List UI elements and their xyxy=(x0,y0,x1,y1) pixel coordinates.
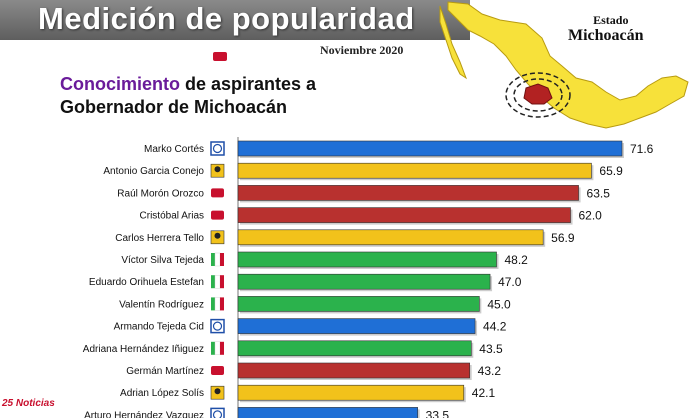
prd-logo-sun xyxy=(214,388,221,395)
prd-logo-sun xyxy=(214,232,221,239)
data-label: 62.0 xyxy=(579,209,603,223)
bar xyxy=(237,185,579,201)
bar xyxy=(237,340,472,357)
pri-logo-icon xyxy=(211,297,215,311)
category-label: Arturo Hernández Vazquez xyxy=(84,410,204,418)
category-label: Armando Tejeda Cid xyxy=(114,322,204,333)
pri-logo-red xyxy=(220,275,224,289)
pan-logo-icon xyxy=(210,407,225,418)
data-label: 65.9 xyxy=(599,164,623,178)
bar xyxy=(237,140,623,157)
category-label: Carlos Herrera Tello xyxy=(115,233,204,244)
page-title: Medición de popularidad xyxy=(38,1,415,36)
data-label: 43.5 xyxy=(479,342,503,356)
data-label: 48.2 xyxy=(505,253,529,267)
bar xyxy=(237,251,497,268)
bar xyxy=(237,229,544,246)
data-label: 56.9 xyxy=(551,231,575,245)
bar xyxy=(237,407,418,418)
pri-logo-red xyxy=(220,253,224,266)
data-label: 71.6 xyxy=(630,142,654,156)
category-label: Raúl Morón Orozco xyxy=(117,188,204,199)
prd-logo-sun xyxy=(214,166,221,173)
party-marker-icon xyxy=(213,52,227,61)
pri-logo-white xyxy=(214,341,221,355)
bar xyxy=(237,384,465,401)
category-label: Valentín Rodríguez xyxy=(119,299,204,310)
category-label: Eduardo Orihuela Estefan xyxy=(89,277,204,288)
pri-logo-white xyxy=(214,297,221,311)
bar xyxy=(237,296,480,312)
category-label: Víctor Silva Tejeda xyxy=(121,255,204,266)
survey-date: Noviembre 2020 xyxy=(320,43,404,57)
category-label: Cristóbal Arias xyxy=(140,211,204,222)
chart-subtitle: Conocimiento de aspirantes a Gobernador … xyxy=(60,73,316,119)
data-label: 43.2 xyxy=(478,364,502,378)
data-label: 42.1 xyxy=(472,386,496,400)
morena-logo-icon xyxy=(211,210,224,220)
bar xyxy=(237,162,592,179)
data-label: 44.2 xyxy=(483,320,507,334)
pri-logo-icon xyxy=(211,275,215,289)
bar xyxy=(237,273,491,290)
state-label-big: Michoacán xyxy=(568,27,644,44)
bar xyxy=(237,207,571,223)
category-label: Adrian López Solís xyxy=(120,388,204,399)
state-label: Estado Michoacán xyxy=(568,12,644,44)
header-band xyxy=(0,0,470,40)
subtitle-line1: de aspirantes a xyxy=(180,74,317,94)
bar xyxy=(237,318,476,334)
subtitle-line2: Gobernador de Michoacán xyxy=(60,97,288,117)
category-label: Antonio Garcia Conejo xyxy=(103,166,204,177)
pri-logo-red xyxy=(220,297,224,311)
category-label: Germán Martínez xyxy=(126,366,204,377)
data-label: 63.5 xyxy=(587,186,611,200)
pan-logo-ring xyxy=(212,410,223,418)
data-label: 45.0 xyxy=(487,297,511,311)
data-label: 47.0 xyxy=(498,275,522,289)
mexico-map-icon xyxy=(439,1,689,129)
pan-logo-ring xyxy=(212,321,223,331)
category-label: Marko Cortés xyxy=(144,144,204,155)
pri-logo-icon xyxy=(211,253,215,266)
category-label: Adriana Hernández Iñiguez xyxy=(83,344,204,355)
bar xyxy=(237,362,470,379)
pri-logo-white xyxy=(214,275,221,289)
pri-logo-white xyxy=(214,252,221,267)
morena-logo-icon xyxy=(211,188,224,198)
state-label-small: Estado xyxy=(593,13,629,27)
pri-logo-red xyxy=(220,341,224,355)
subtitle-highlight: Conocimiento xyxy=(60,74,180,94)
brand-logo: 25 Noticias xyxy=(2,398,55,409)
pan-logo-ring xyxy=(212,143,223,154)
morena-logo-icon xyxy=(211,366,224,375)
pri-logo-icon xyxy=(211,341,215,355)
data-label: 33.5 xyxy=(426,408,450,418)
